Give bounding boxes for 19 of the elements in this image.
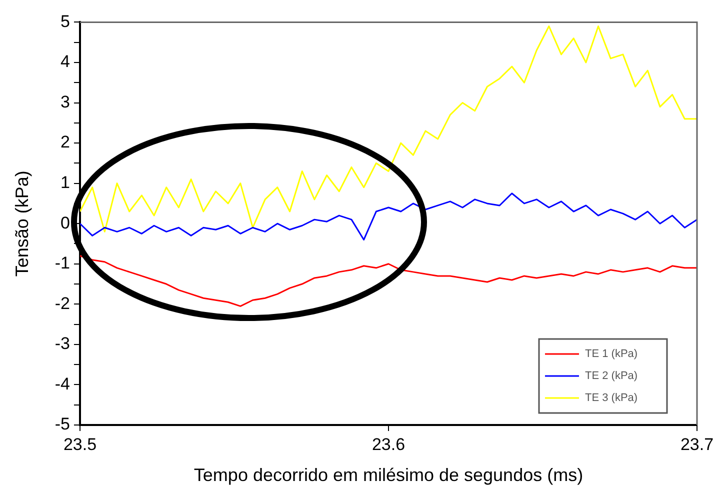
y-tick-label: -3 xyxy=(54,334,70,354)
y-tick-label: -1 xyxy=(54,254,70,273)
x-tick-label: 23.7 xyxy=(680,434,714,454)
y-tick-label: 2 xyxy=(60,132,70,152)
legend-label: TE 3 (kPa) xyxy=(585,392,638,404)
legend-label: TE 2 (kPa) xyxy=(585,370,638,382)
y-tick-label: -2 xyxy=(54,294,70,313)
y-tick-label: 4 xyxy=(60,52,70,72)
y-tick-label: -5 xyxy=(54,414,70,434)
legend-label: TE 1 (kPa) xyxy=(585,348,638,360)
x-tick-label: 23.5 xyxy=(63,434,97,454)
y-axis-title: Tensão (kPa) xyxy=(12,170,32,277)
y-tick-label: 5 xyxy=(60,12,70,31)
y-tick-label: -4 xyxy=(54,374,70,394)
x-axis-title: Tempo decorrido em milésimo de segundos (ms) xyxy=(194,465,584,486)
y-tick-label: 1 xyxy=(60,173,70,192)
y-tick-label: 3 xyxy=(60,92,70,112)
x-tick-label: 23.6 xyxy=(372,434,406,454)
y-tick-label: 0 xyxy=(60,213,70,232)
